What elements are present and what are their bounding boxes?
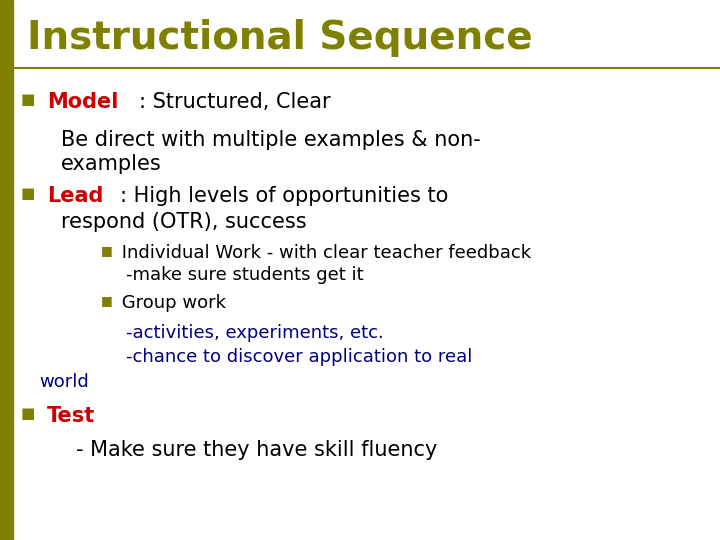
Text: respond (OTR), success: respond (OTR), success [61, 212, 307, 232]
Text: Test: Test [48, 406, 96, 426]
Text: Lead: Lead [48, 186, 104, 206]
Text: Be direct with multiple examples & non-: Be direct with multiple examples & non- [61, 130, 481, 150]
Text: Instructional Sequence: Instructional Sequence [27, 19, 533, 57]
Text: Model: Model [48, 92, 119, 112]
Text: -chance to discover application to real: -chance to discover application to real [126, 348, 472, 366]
Text: ■: ■ [101, 294, 112, 307]
Text: : Structured, Clear: : Structured, Clear [140, 92, 331, 112]
Text: world: world [40, 373, 89, 390]
Text: ■: ■ [20, 92, 35, 107]
Text: examples: examples [61, 154, 162, 174]
Text: Individual Work - with clear teacher feedback: Individual Work - with clear teacher fee… [116, 244, 531, 262]
Text: -activities, experiments, etc.: -activities, experiments, etc. [126, 324, 384, 342]
Text: ■: ■ [20, 186, 35, 201]
Bar [0, 0, 13, 540]
Text: ■: ■ [20, 406, 35, 421]
Text: : High levels of opportunities to: : High levels of opportunities to [120, 186, 449, 206]
Text: -make sure students get it: -make sure students get it [126, 266, 364, 284]
Text: Group work: Group work [116, 294, 226, 312]
Text: ■: ■ [101, 244, 112, 257]
Text: - Make sure they have skill fluency: - Make sure they have skill fluency [76, 440, 437, 460]
